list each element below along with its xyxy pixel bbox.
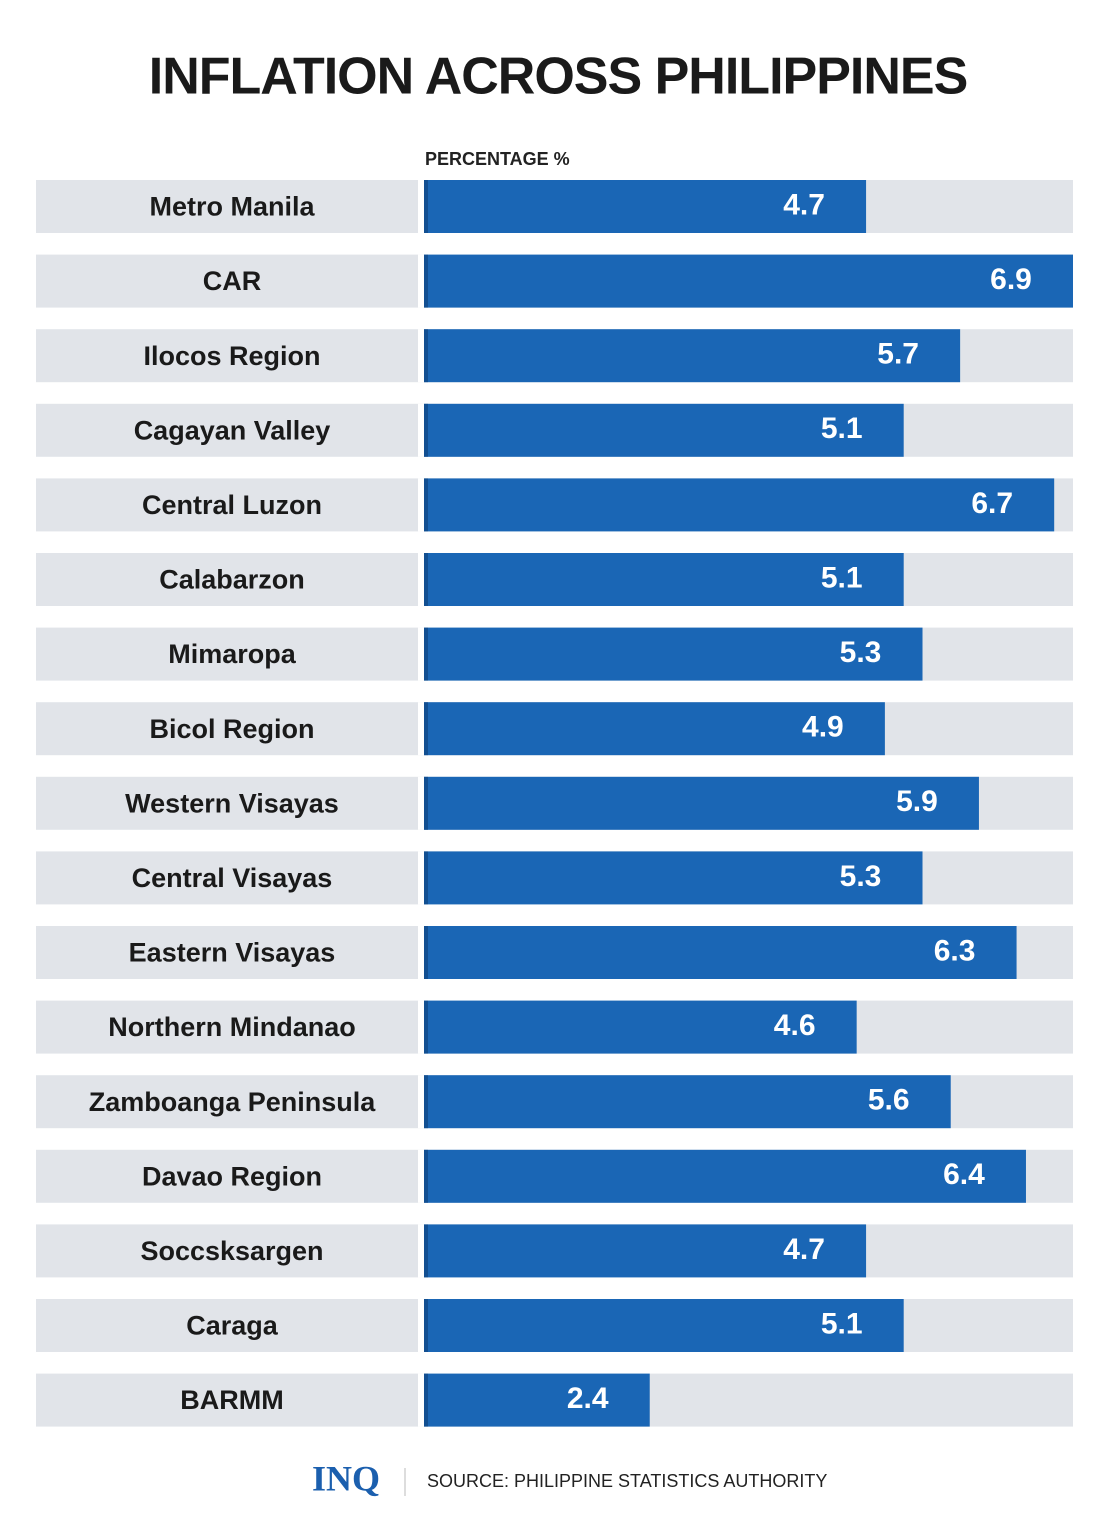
logo: INQ: [312, 1458, 380, 1498]
value-label: 5.3: [840, 860, 882, 893]
bar: [424, 403, 904, 457]
row-gap: [418, 1149, 424, 1203]
row-gap: [418, 1299, 424, 1352]
bar: [424, 254, 1073, 308]
category-label: Mimaropa: [168, 639, 297, 669]
category-label: Metro Manila: [149, 192, 315, 222]
category-label: Zamboanga Peninsula: [89, 1087, 377, 1117]
row-gap: [418, 478, 424, 532]
category-label: Central Luzon: [142, 490, 322, 520]
row-gap: [418, 180, 424, 233]
value-label: 5.1: [821, 1307, 863, 1340]
chart-title: INFLATION ACROSS PHILIPPINES: [149, 48, 968, 106]
bar-edge: [424, 627, 428, 681]
value-label: 5.9: [896, 785, 938, 818]
value-label: 5.3: [840, 636, 882, 669]
row-gap: [418, 627, 424, 681]
value-label: 5.1: [821, 412, 863, 445]
category-label: CAR: [203, 266, 262, 296]
category-label: BARMM: [180, 1385, 283, 1415]
value-label: 5.7: [877, 338, 919, 371]
row-gap: [418, 926, 424, 979]
bar: [424, 776, 979, 830]
value-label: 5.6: [868, 1084, 910, 1117]
bar: [424, 553, 904, 606]
row-gap: [418, 702, 424, 756]
bar-edge: [424, 1373, 428, 1427]
category-label: Bicol Region: [149, 714, 314, 744]
row-gap: [418, 553, 424, 606]
bar-edge: [424, 1000, 428, 1054]
row-gap: [418, 1000, 424, 1054]
bar-edge: [424, 776, 428, 830]
bar: [424, 478, 1055, 532]
row-gap: [418, 851, 424, 905]
row-gap: [418, 1373, 424, 1427]
value-label: 4.7: [783, 188, 825, 221]
value-label: 5.1: [821, 561, 863, 594]
row-gap: [418, 776, 424, 830]
value-label: 6.3: [934, 934, 976, 967]
bar-edge: [424, 329, 428, 383]
category-label: Central Visayas: [132, 863, 333, 893]
bar: [424, 627, 923, 681]
value-label: 4.6: [774, 1009, 816, 1042]
bar-edge: [424, 1075, 428, 1129]
source: SOURCE: PHILIPPINE STATISTICS AUTHORITY: [427, 1471, 827, 1491]
bar: [424, 1299, 904, 1352]
category-label: Davao Region: [142, 1161, 322, 1191]
bar-edge: [424, 1299, 428, 1352]
category-label: Caraga: [186, 1311, 279, 1341]
bar-edge: [424, 403, 428, 457]
bar-edge: [424, 254, 428, 308]
bar: [424, 851, 923, 905]
category-label: Calabarzon: [159, 565, 305, 595]
bar: [424, 1075, 951, 1129]
bar: [424, 926, 1017, 979]
category-label: Cagayan Valley: [134, 415, 331, 445]
bar: [424, 1000, 857, 1054]
bar-edge: [424, 851, 428, 905]
category-label: Western Visayas: [125, 788, 339, 818]
value-label: 2.4: [567, 1382, 609, 1415]
category-label: Northern Mindanao: [108, 1012, 356, 1042]
bar: [424, 702, 885, 756]
bar-edge: [424, 180, 428, 233]
value-label: 6.7: [971, 487, 1013, 520]
axis-label: PERCENTAGE %: [425, 149, 570, 169]
bar-edge: [424, 553, 428, 606]
row-gap: [418, 1224, 424, 1278]
bar-edge: [424, 926, 428, 979]
bar: [424, 1373, 650, 1427]
bar-edge: [424, 1224, 428, 1278]
row-gap: [418, 403, 424, 457]
row-gap: [418, 329, 424, 383]
category-label: Eastern Visayas: [129, 938, 336, 968]
category-label: Soccsksargen: [140, 1236, 323, 1266]
row-gap: [418, 254, 424, 308]
row-gap: [418, 1075, 424, 1129]
bar: [424, 329, 961, 383]
bar-edge: [424, 702, 428, 756]
value-label: 6.9: [990, 263, 1032, 296]
bar: [424, 1224, 867, 1278]
bar-edge: [424, 478, 428, 532]
bar-edge: [424, 1149, 428, 1203]
value-label: 4.7: [783, 1233, 825, 1266]
value-label: 4.9: [802, 711, 844, 744]
bar: [424, 180, 867, 233]
bar: [424, 1149, 1026, 1203]
category-label: Ilocos Region: [143, 341, 320, 371]
value-label: 6.4: [943, 1158, 985, 1191]
